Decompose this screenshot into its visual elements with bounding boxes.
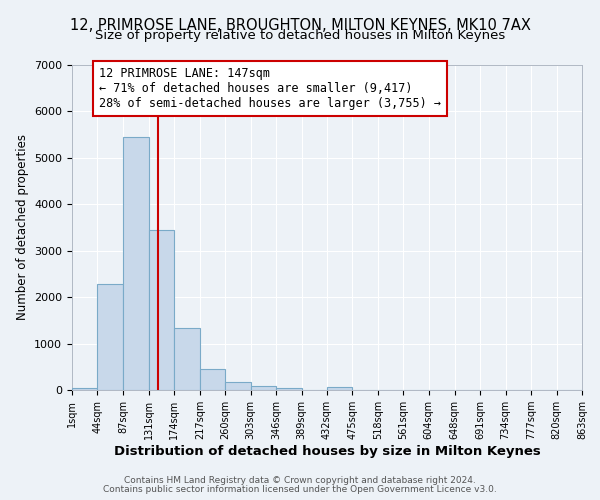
Bar xyxy=(123,137,149,390)
Bar xyxy=(72,388,97,390)
Text: Contains public sector information licensed under the Open Government Licence v3: Contains public sector information licen… xyxy=(103,485,497,494)
Y-axis label: Number of detached properties: Number of detached properties xyxy=(16,134,29,320)
Bar xyxy=(327,388,352,390)
Bar xyxy=(276,388,302,390)
Bar xyxy=(149,230,175,390)
Text: 12 PRIMROSE LANE: 147sqm
← 71% of detached houses are smaller (9,417)
28% of sem: 12 PRIMROSE LANE: 147sqm ← 71% of detach… xyxy=(98,68,440,110)
Bar xyxy=(225,382,251,390)
Bar xyxy=(251,386,276,390)
Text: Size of property relative to detached houses in Milton Keynes: Size of property relative to detached ho… xyxy=(95,29,505,42)
Text: Contains HM Land Registry data © Crown copyright and database right 2024.: Contains HM Land Registry data © Crown c… xyxy=(124,476,476,485)
X-axis label: Distribution of detached houses by size in Milton Keynes: Distribution of detached houses by size … xyxy=(113,445,541,458)
Bar xyxy=(175,328,200,390)
Bar xyxy=(97,284,123,390)
Text: 12, PRIMROSE LANE, BROUGHTON, MILTON KEYNES, MK10 7AX: 12, PRIMROSE LANE, BROUGHTON, MILTON KEY… xyxy=(70,18,530,32)
Bar xyxy=(200,369,225,390)
